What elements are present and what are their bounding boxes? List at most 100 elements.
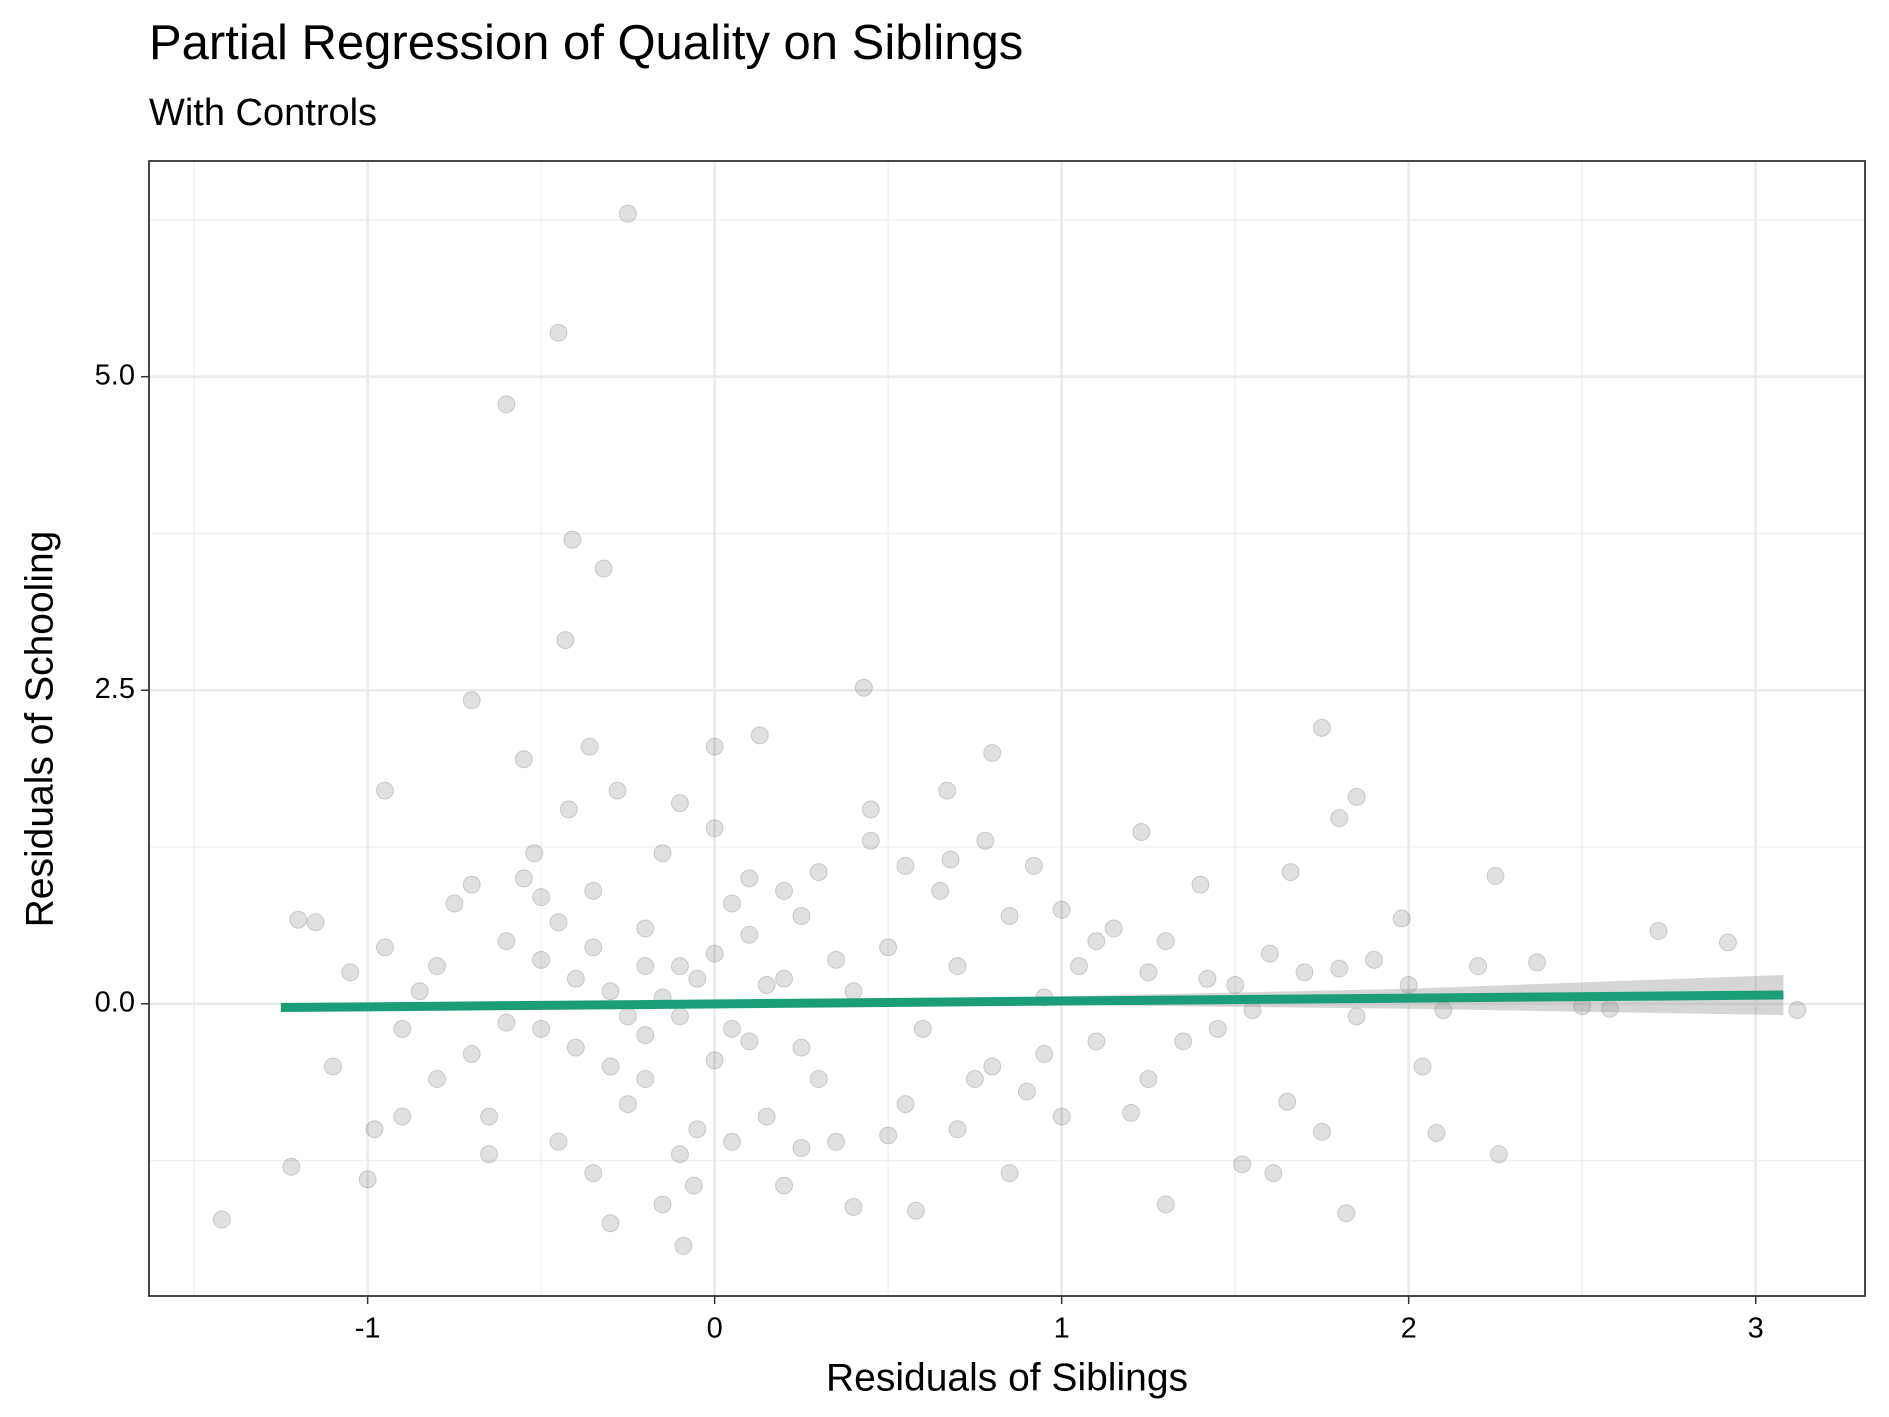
- point: [1295, 963, 1314, 982]
- point: [705, 819, 724, 838]
- point: [358, 1170, 377, 1189]
- point: [1024, 856, 1043, 875]
- point: [775, 1176, 794, 1195]
- point: [705, 737, 724, 756]
- point: [1122, 1103, 1141, 1122]
- y-tick-label: 0.0: [95, 986, 135, 1018]
- point: [462, 1044, 481, 1063]
- x-tick-label: 1: [1054, 1313, 1070, 1345]
- point: [670, 957, 689, 976]
- point: [1156, 1195, 1175, 1214]
- point: [938, 781, 957, 800]
- point: [740, 869, 759, 888]
- point: [1337, 1204, 1356, 1223]
- point: [497, 1013, 516, 1032]
- point: [1104, 919, 1123, 938]
- chart-title: Partial Regression of Quality on Sibling…: [149, 16, 1023, 70]
- point: [365, 1120, 384, 1139]
- point: [792, 1038, 811, 1057]
- point: [896, 1095, 915, 1114]
- point: [393, 1107, 412, 1126]
- point: [480, 1107, 499, 1126]
- point: [1052, 1107, 1071, 1126]
- point: [1139, 1070, 1158, 1089]
- point: [1198, 969, 1217, 988]
- point: [341, 963, 360, 982]
- point: [1132, 822, 1151, 841]
- point: [976, 831, 995, 850]
- point: [1052, 900, 1071, 919]
- point: [525, 844, 544, 863]
- point: [1035, 1044, 1054, 1063]
- point: [212, 1210, 231, 1229]
- point: [282, 1157, 301, 1176]
- point: [740, 1032, 759, 1051]
- chart-subtitle: With Controls: [149, 92, 377, 134]
- point: [289, 910, 308, 929]
- point: [1264, 1164, 1283, 1183]
- point: [549, 1132, 568, 1151]
- point: [913, 1019, 932, 1038]
- point: [844, 1197, 863, 1216]
- point: [559, 800, 578, 819]
- point: [879, 938, 898, 957]
- point: [670, 794, 689, 813]
- point: [827, 950, 846, 969]
- point: [674, 1236, 693, 1255]
- point: [792, 1139, 811, 1158]
- point: [462, 691, 481, 710]
- point: [1330, 959, 1349, 978]
- point: [1649, 922, 1668, 941]
- point: [705, 1051, 724, 1070]
- point: [750, 726, 769, 745]
- point: [688, 969, 707, 988]
- point: [941, 850, 960, 869]
- y-tick-label: 5.0: [95, 359, 135, 391]
- point: [844, 982, 863, 1001]
- point: [1364, 950, 1383, 969]
- x-tick-label: 2: [1401, 1313, 1417, 1345]
- point: [497, 932, 516, 951]
- point: [514, 750, 533, 769]
- point: [931, 881, 950, 900]
- y-axis-title: Residuals of Schooling: [18, 531, 61, 928]
- point: [896, 856, 915, 875]
- point: [532, 1019, 551, 1038]
- point: [1087, 1032, 1106, 1051]
- point: [601, 1057, 620, 1076]
- point: [827, 1132, 846, 1151]
- point: [1718, 933, 1737, 952]
- point: [1070, 957, 1089, 976]
- point: [497, 395, 516, 414]
- point: [757, 1107, 776, 1126]
- point: [636, 919, 655, 938]
- point: [1312, 1122, 1331, 1141]
- point: [722, 1019, 741, 1038]
- point: [757, 975, 776, 994]
- point: [1330, 809, 1349, 828]
- point: [1312, 718, 1331, 737]
- point: [861, 800, 880, 819]
- point: [861, 831, 880, 850]
- point: [809, 863, 828, 882]
- point: [792, 906, 811, 925]
- point: [684, 1176, 703, 1195]
- point: [670, 1145, 689, 1164]
- fit-line: [280, 990, 1784, 1013]
- point: [428, 957, 447, 976]
- point: [1486, 866, 1505, 885]
- point: [556, 631, 575, 650]
- point: [532, 888, 551, 907]
- point: [1226, 975, 1245, 994]
- point: [1528, 953, 1547, 972]
- point: [965, 1070, 984, 1089]
- point: [1469, 957, 1488, 976]
- point: [1260, 944, 1279, 963]
- point: [566, 1038, 585, 1057]
- point: [809, 1070, 828, 1089]
- point: [323, 1057, 342, 1076]
- point: [584, 1164, 603, 1183]
- point: [1191, 875, 1210, 894]
